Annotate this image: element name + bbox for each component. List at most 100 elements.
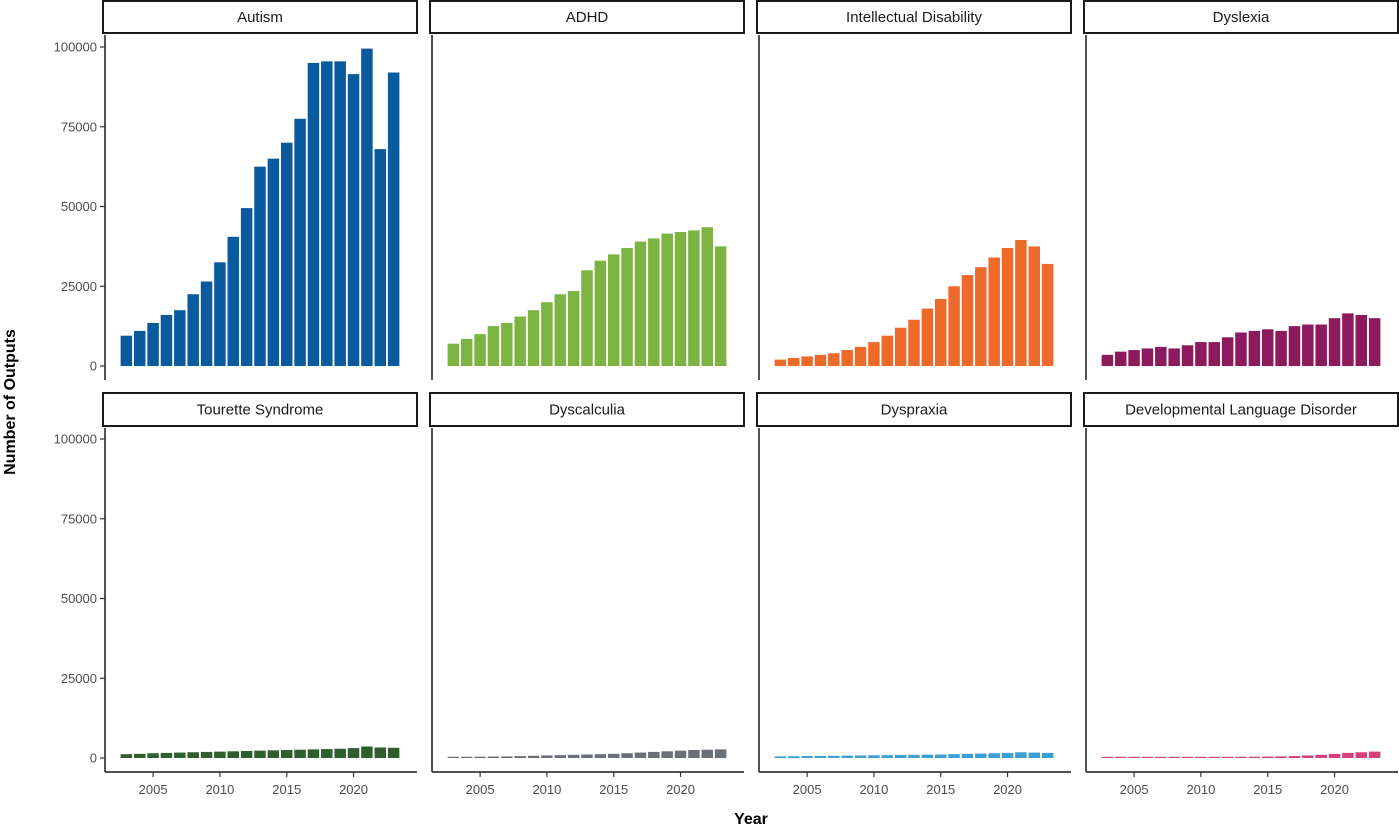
bar-dyscalculia-2004	[460, 756, 473, 758]
bar-adhd-2011	[554, 294, 567, 366]
bar-adhd-2021	[688, 230, 700, 366]
x-tick-label: 2015	[272, 782, 301, 797]
bar-dyspraxia-2020	[1001, 752, 1014, 758]
facet-title: Developmental Language Disorder	[1125, 402, 1357, 419]
bar-intellectual-disability-2007	[828, 353, 840, 366]
bar-dyslexia-2023	[1368, 318, 1381, 366]
bar-dyscalculia-2021	[688, 750, 700, 758]
bar-autism-2004	[133, 330, 146, 366]
bar-dyscalculia-2012	[567, 754, 580, 758]
facet-tourette-syndrome: Tourette Syndrome 2005 2010 2015 2020 0 25000 5…	[54, 392, 418, 797]
bar-adhd-2008	[514, 316, 526, 366]
bar-dyscalculia-2003	[447, 756, 460, 758]
bar-intellectual-disability-2006	[814, 354, 827, 366]
bar-dyspraxia-2004	[787, 756, 800, 758]
facet-strip	[1083, 392, 1399, 427]
facet-panels: Autism 0 25000 50000 75000 100000 ADHD Intellec…	[54, 0, 1399, 797]
facet-dyscalculia: Dyscalculia 2005 2010 2015 2020	[429, 392, 745, 797]
y-tick-label: 100000	[54, 432, 97, 447]
bar-autism-2012	[240, 208, 253, 366]
bar-dyslexia-2005	[1128, 350, 1140, 366]
bar-intellectual-disability-2018	[975, 267, 987, 366]
bar-dyslexia-2011	[1208, 342, 1221, 366]
bar-intellectual-disability-2010	[868, 342, 880, 366]
bar-dyslexia-2010	[1195, 342, 1207, 366]
bar-autism-2011	[227, 236, 240, 366]
bar-tourette-syndrome-2019	[334, 748, 346, 758]
bar-dyscalculia-2006	[487, 756, 500, 758]
bar-dyspraxia-2008	[841, 755, 853, 758]
x-tick-label: 2010	[205, 782, 234, 797]
bar-dyslexia-2007	[1155, 346, 1167, 366]
x-tick-label: 2020	[339, 782, 368, 797]
bar-dyspraxia-2017	[961, 753, 974, 758]
bar-developmental-language-disorder-2007	[1155, 756, 1167, 758]
x-tick-label: 2010	[1186, 782, 1215, 797]
facet-strip	[756, 0, 1072, 34]
bar-developmental-language-disorder-2011	[1208, 756, 1221, 758]
bar-tourette-syndrome-2010	[214, 751, 226, 758]
x-tick-label: 2015	[926, 782, 955, 797]
facet-strip	[429, 392, 745, 427]
bar-adhd-2023	[714, 246, 727, 367]
bar-dyspraxia-2019	[988, 753, 1000, 758]
bar-intellectual-disability-2021	[1015, 240, 1027, 366]
bar-intellectual-disability-2011	[881, 335, 894, 366]
bar-dyspraxia-2010	[868, 755, 880, 758]
bar-tourette-syndrome-2023	[387, 747, 400, 758]
bar-dyspraxia-2016	[948, 754, 960, 758]
bar-dyspraxia-2023	[1041, 752, 1054, 758]
bar-developmental-language-disorder-2022	[1355, 752, 1368, 758]
bar-developmental-language-disorder-2019	[1315, 754, 1327, 758]
facet-adhd: ADHD	[429, 0, 745, 380]
y-tick-label: 25000	[61, 671, 97, 686]
bar-dyscalculia-2015	[607, 753, 620, 758]
bar-tourette-syndrome-2007	[174, 752, 186, 758]
x-tick-label: 2010	[859, 782, 888, 797]
bar-dyscalculia-2014	[594, 754, 607, 758]
bar-tourette-syndrome-2018	[321, 749, 333, 758]
bar-developmental-language-disorder-2014	[1248, 756, 1261, 758]
bar-autism-2014	[267, 158, 280, 366]
bar-adhd-2016	[621, 247, 633, 366]
bar-dyspraxia-2012	[894, 754, 907, 758]
facet-title: Dyscalculia	[549, 402, 626, 419]
bar-dyslexia-2017	[1288, 326, 1301, 367]
bar-tourette-syndrome-2005	[147, 753, 159, 758]
bar-adhd-2017	[634, 241, 647, 366]
bar-intellectual-disability-2004	[787, 358, 800, 366]
facet-strip	[429, 0, 745, 34]
bar-intellectual-disability-2009	[854, 346, 867, 366]
facet-title: Intellectual Disability	[846, 9, 982, 26]
x-axis-title: Year	[734, 811, 768, 825]
facet-developmental-language-disorder: Developmental Language Disorder 2005 2010 2…	[1083, 392, 1399, 797]
bar-developmental-language-disorder-2005	[1128, 756, 1140, 758]
bar-dyslexia-2009	[1181, 345, 1194, 366]
bar-developmental-language-disorder-2008	[1168, 756, 1180, 758]
bar-tourette-syndrome-2013	[254, 750, 266, 758]
bar-dyslexia-2006	[1141, 348, 1154, 366]
bar-autism-2009	[200, 281, 213, 366]
bar-dyslexia-2014	[1248, 330, 1261, 366]
bar-autism-2007	[174, 310, 186, 366]
bar-intellectual-disability-2023	[1041, 263, 1054, 366]
bar-intellectual-disability-2022	[1028, 246, 1041, 367]
bar-tourette-syndrome-2021	[361, 746, 373, 758]
bar-dyscalculia-2019	[661, 751, 673, 758]
bar-intellectual-disability-2017	[961, 275, 974, 366]
bar-dyspraxia-2009	[854, 755, 867, 758]
x-tick-label: 2005	[1120, 782, 1149, 797]
y-tick-label: 0	[90, 359, 97, 374]
bar-dyslexia-2018	[1302, 324, 1314, 366]
bar-adhd-2004	[460, 338, 473, 366]
bar-dyscalculia-2005	[474, 756, 486, 758]
bar-developmental-language-disorder-2016	[1275, 756, 1287, 758]
bar-dyspraxia-2013	[908, 754, 920, 758]
bar-dyscalculia-2011	[554, 755, 567, 758]
bar-dyspraxia-2007	[828, 755, 840, 758]
bar-dyspraxia-2003	[774, 756, 787, 758]
bar-tourette-syndrome-2022	[374, 747, 387, 758]
bar-autism-2010	[214, 262, 226, 366]
bar-dyscalculia-2016	[621, 753, 633, 758]
